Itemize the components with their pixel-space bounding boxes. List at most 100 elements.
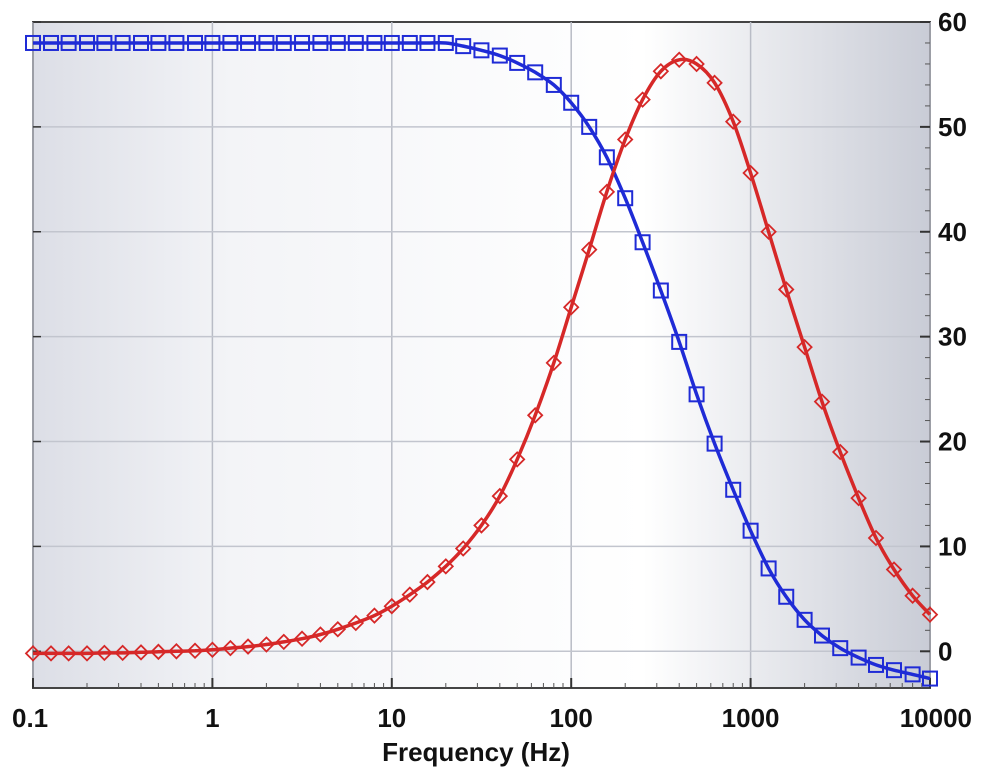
data-point-square xyxy=(96,34,113,51)
data-point-square xyxy=(545,76,562,93)
data-point-square xyxy=(329,34,346,51)
data-point-square xyxy=(204,34,221,51)
data-point-diamond xyxy=(526,407,544,424)
data-point-square xyxy=(419,34,436,51)
data-point-diamond xyxy=(904,587,921,604)
y-tick-label: 0 xyxy=(938,636,952,666)
data-point-diamond xyxy=(634,91,651,108)
data-point-diamond xyxy=(132,644,150,661)
data-point-square xyxy=(25,34,41,51)
data-point-diamond xyxy=(401,586,419,603)
data-point-diamond xyxy=(473,517,490,534)
y-tick-label: 10 xyxy=(938,531,967,561)
data-point-diamond xyxy=(598,183,616,201)
data-point-diamond xyxy=(114,644,131,662)
data-point-square xyxy=(383,34,400,51)
data-point-diamond xyxy=(616,131,634,148)
data-point-diamond xyxy=(366,607,383,624)
data-point-diamond xyxy=(150,643,167,661)
x-tick-label: 1000 xyxy=(722,703,780,733)
data-point-square xyxy=(760,560,777,577)
y-tick-label: 30 xyxy=(938,322,967,352)
data-point-square xyxy=(688,386,705,403)
data-point-square xyxy=(742,522,759,539)
data-point-diamond xyxy=(831,443,849,461)
data-point-diamond xyxy=(454,540,472,557)
data-point-diamond xyxy=(670,51,688,69)
y-tick-label: 40 xyxy=(938,217,967,247)
data-point-square xyxy=(581,118,598,135)
data-point-diamond xyxy=(293,630,311,647)
data-point-diamond xyxy=(186,642,204,660)
data-point-diamond xyxy=(652,63,670,80)
data-point-square xyxy=(150,34,167,51)
data-point-diamond xyxy=(222,639,239,657)
x-tick-label: 10 xyxy=(377,703,406,733)
data-point-diamond xyxy=(383,597,401,615)
data-point-square xyxy=(275,34,292,51)
data-point-square xyxy=(455,38,472,55)
data-point-diamond xyxy=(562,299,580,316)
data-point-diamond xyxy=(777,281,795,298)
data-point-square xyxy=(796,611,813,628)
data-point-diamond xyxy=(850,489,867,507)
data-point-square xyxy=(240,34,257,51)
y-tick-label: 50 xyxy=(938,112,967,142)
x-tick-label: 1 xyxy=(205,703,219,733)
data-point-square xyxy=(778,588,795,605)
data-point-square xyxy=(509,54,526,71)
x-tick-label: 100 xyxy=(550,703,593,733)
data-point-square xyxy=(652,282,669,299)
data-point-square xyxy=(706,435,723,452)
data-point-diamond xyxy=(42,645,60,662)
data-point-square xyxy=(563,94,580,111)
data-point-diamond xyxy=(419,573,436,591)
data-point-square xyxy=(79,34,96,51)
data-point-square xyxy=(886,662,903,679)
series-markers xyxy=(24,34,939,687)
data-point-square xyxy=(347,34,364,51)
data-point-square xyxy=(832,640,849,657)
y-axis-tick-labels: 0 10 20 30 40 50 60 xyxy=(938,7,967,666)
data-point-diamond xyxy=(312,626,329,643)
data-point-diamond xyxy=(580,241,598,258)
data-point-diamond xyxy=(78,645,96,662)
data-point-square xyxy=(258,34,275,51)
data-point-diamond xyxy=(545,354,563,372)
data-point-diamond xyxy=(60,645,77,662)
data-point-square xyxy=(437,34,454,51)
data-point-diamond xyxy=(347,614,365,632)
data-point-diamond xyxy=(275,633,293,651)
data-point-diamond xyxy=(239,638,257,655)
data-point-square xyxy=(473,42,490,59)
data-point-square xyxy=(491,47,508,64)
data-point-diamond xyxy=(921,606,939,623)
data-point-diamond xyxy=(258,636,275,653)
data-point-square xyxy=(634,234,651,251)
data-point-square xyxy=(294,34,311,51)
data-point-square xyxy=(222,34,239,51)
data-point-diamond xyxy=(168,643,185,660)
data-point-diamond xyxy=(796,338,813,356)
data-point-square xyxy=(617,190,634,207)
data-point-square xyxy=(187,34,204,51)
data-point-diamond xyxy=(204,641,221,658)
data-point-square xyxy=(366,34,383,51)
data-point-diamond xyxy=(329,620,347,638)
data-point-diamond xyxy=(508,451,526,468)
data-point-diamond xyxy=(437,558,455,575)
plot-area xyxy=(32,21,931,689)
y-tick-label: 20 xyxy=(938,427,967,457)
y-tick-label: 60 xyxy=(938,7,967,37)
x-axis-tick-labels: 0.1 1 10 100 1000 10000 xyxy=(12,703,972,733)
data-point-square xyxy=(598,149,615,166)
data-point-diamond xyxy=(724,113,742,130)
data-point-square xyxy=(527,64,544,81)
series-line-diamond-markers xyxy=(33,57,932,656)
data-point-diamond xyxy=(742,164,759,182)
data-point-diamond xyxy=(706,74,723,92)
x-axis-title: Frequency (Hz) xyxy=(382,737,570,767)
data-point-diamond xyxy=(491,487,509,505)
data-point-square xyxy=(813,627,830,644)
